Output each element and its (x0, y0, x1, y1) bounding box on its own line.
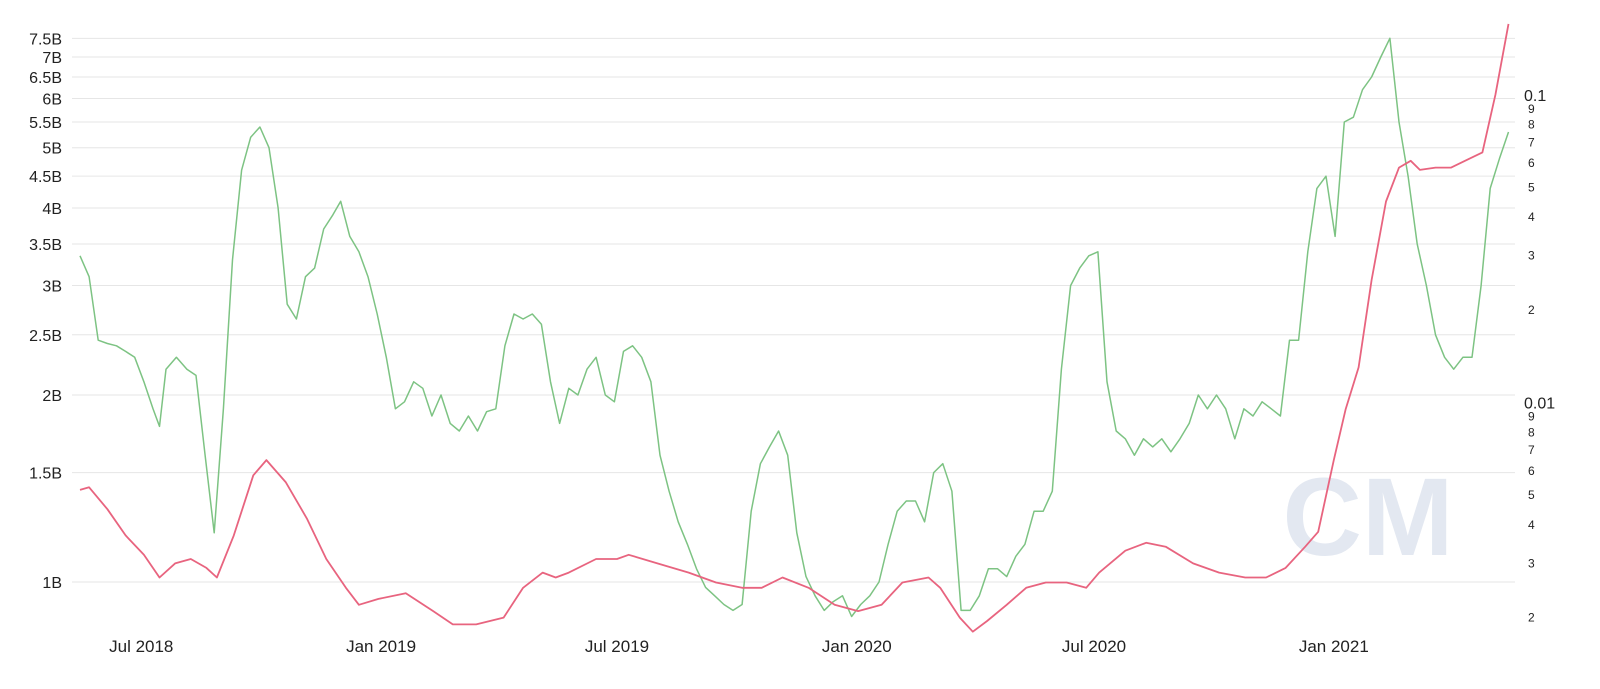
right-minor-tick-label: 7 (1528, 135, 1535, 149)
left-tick-label: 1.5B (29, 466, 62, 483)
right-minor-tick-label: 2 (1528, 303, 1535, 317)
series-line-right-axis (79, 23, 1510, 633)
series-line-left-axis (79, 37, 1510, 618)
left-tick-label: 2B (42, 388, 62, 405)
x-tick-label: Jan 2021 (1299, 637, 1369, 656)
right-minor-tick-label: 2 (1528, 611, 1535, 625)
x-tick-label: Jul 2019 (585, 637, 649, 656)
left-tick-label: 4B (42, 201, 62, 218)
right-minor-tick-label: 9 (1528, 410, 1535, 424)
right-minor-tick-label: 4 (1528, 210, 1535, 224)
right-minor-tick-label: 5 (1528, 488, 1535, 502)
left-tick-label: 1B (42, 575, 62, 592)
left-y-axis: 1B 1.5B 2B 2.5B 3B 3.5B 4B 4.5B 5B 5.5B 6B 6.5B 7B 7.… (29, 31, 62, 592)
left-tick-label: 6B (42, 92, 62, 109)
series-layer (79, 23, 1510, 633)
right-minor-tick-label: 4 (1528, 518, 1535, 532)
x-tick-label: Jan 2019 (346, 637, 416, 656)
x-tick-label: Jul 2018 (109, 637, 173, 656)
right-major-tick-label: 0.01 (1524, 395, 1555, 412)
left-tick-label: 7B (42, 50, 62, 67)
x-tick-label: Jul 2020 (1062, 637, 1126, 656)
left-tick-label: 3.5B (29, 237, 62, 254)
left-tick-label: 4.5B (29, 169, 62, 186)
right-minor-tick-label: 8 (1528, 425, 1535, 439)
left-tick-label: 7.5B (29, 31, 62, 48)
right-major-tick-label: 0.1 (1524, 88, 1546, 105)
right-minor-tick-label: 6 (1528, 464, 1535, 478)
left-tick-label: 5.5B (29, 115, 62, 132)
right-minor-tick-label: 5 (1528, 180, 1535, 194)
watermark-text: CM (1282, 456, 1453, 579)
gridlines (72, 37, 1515, 583)
x-tick-label: Jan 2020 (822, 637, 892, 656)
left-tick-label: 2.5B (29, 328, 62, 345)
right-minor-tick-label: 7 (1528, 443, 1535, 457)
left-tick-label: 5B (42, 141, 62, 158)
left-tick-label: 3B (42, 279, 62, 296)
right-minor-tick-label: 8 (1528, 118, 1535, 132)
right-minor-tick-label: 9 (1528, 102, 1535, 116)
right-minor-tick-label: 6 (1528, 156, 1535, 170)
x-axis: Jul 2018 Jan 2019 Jul 2019 Jan 2020 Jul 2020… (109, 637, 1369, 656)
right-minor-tick-label: 3 (1528, 249, 1535, 263)
left-tick-label: 6.5B (29, 70, 62, 87)
right-minor-tick-label: 3 (1528, 556, 1535, 570)
cm-watermark-logo: CM (1282, 456, 1453, 579)
